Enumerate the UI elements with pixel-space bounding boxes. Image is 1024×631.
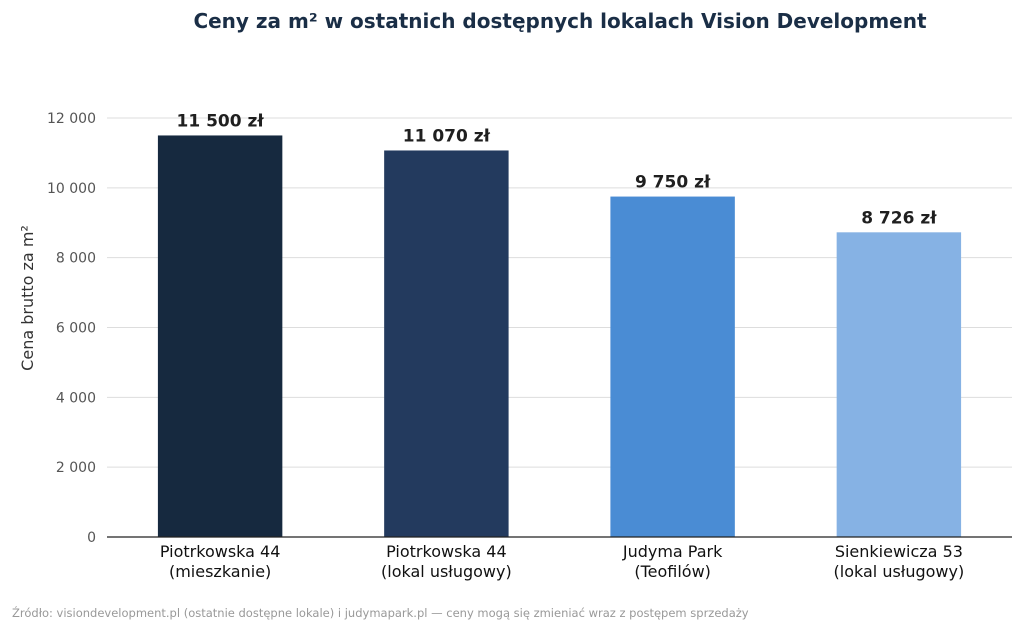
y-tick-label: 12 000 [47, 111, 96, 127]
y-tick-label: 2 000 [56, 460, 96, 476]
x-tick-label: Piotrkowska 44 (lokal usługowy) [381, 542, 512, 581]
bar [610, 196, 735, 537]
data-label: 11 500 zł [177, 111, 265, 131]
x-tick-label: Sienkiewicza 53 (lokal usługowy) [834, 542, 965, 581]
y-tick-label: 0 [87, 530, 96, 546]
y-tick-label: 10 000 [47, 181, 96, 197]
data-label: 11 070 zł [403, 126, 491, 146]
x-tick-label: Judyma Park (Teofilów) [622, 542, 723, 581]
bar [157, 135, 283, 538]
source-note: Źródło: visiondevelopment.pl (ostatnie d… [12, 605, 749, 620]
x-axis-ticks: Piotrkowska 44 (mieszkanie) Piotrkowska 44… [160, 542, 964, 581]
y-tick-label: 4 000 [56, 390, 96, 406]
bar [384, 150, 509, 537]
y-tick-label: 6 000 [56, 321, 96, 337]
bar [836, 232, 962, 537]
chart-title: Ceny za m² w ostatnich dostępnych lokala… [193, 9, 927, 33]
data-label: 9 750 zł [635, 173, 711, 193]
data-label: 8 726 zł [861, 208, 937, 228]
y-axis-ticks: 0 2 000 4 000 6 000 8 000 10 000 12 000 [47, 111, 96, 546]
y-axis-label: Cena brutto za m² [18, 225, 37, 371]
x-tick-label: Piotrkowska 44 (mieszkanie) [160, 542, 281, 581]
data-labels: 11 500 zł 11 070 zł 9 750 zł 8 726 zł [177, 111, 938, 228]
bars [157, 135, 962, 538]
y-tick-label: 8 000 [56, 251, 96, 267]
